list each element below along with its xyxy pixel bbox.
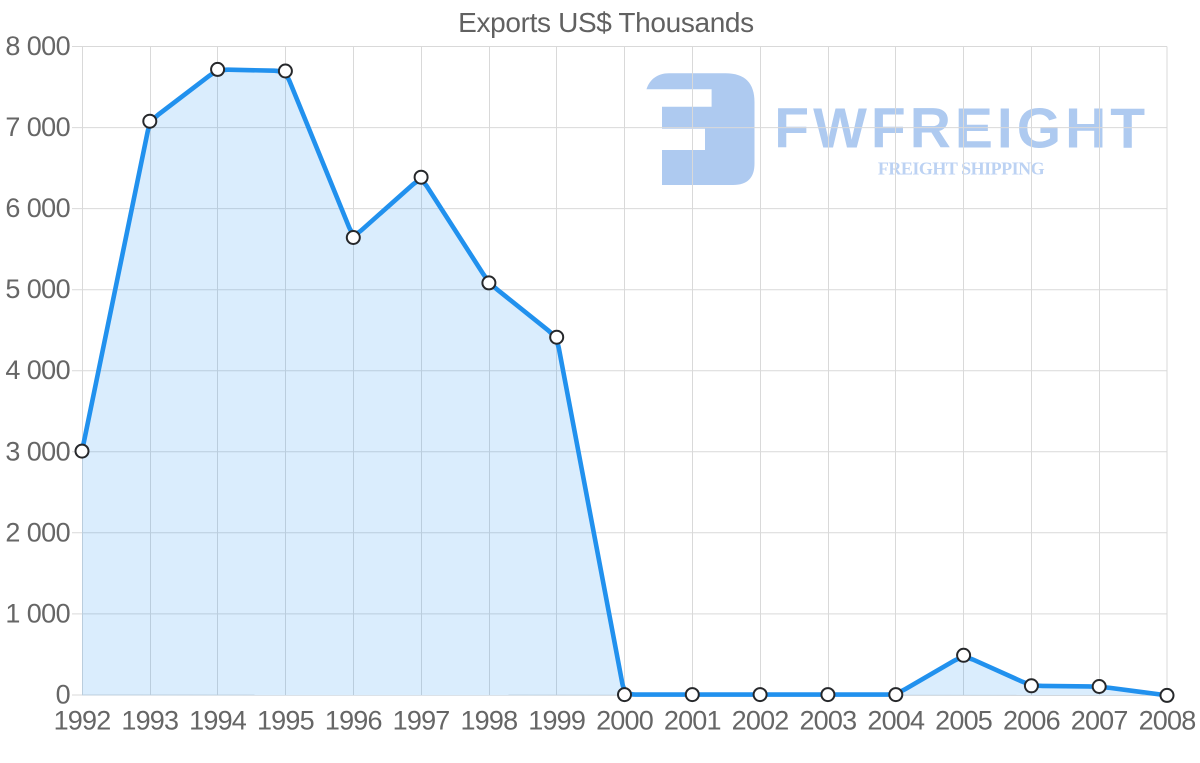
svg-text:2005: 2005 xyxy=(935,706,992,736)
svg-text:4 000: 4 000 xyxy=(5,355,70,385)
svg-text:2006: 2006 xyxy=(1003,706,1060,736)
svg-text:5 000: 5 000 xyxy=(5,274,70,304)
svg-text:7 000: 7 000 xyxy=(5,112,70,142)
svg-text:1992: 1992 xyxy=(54,706,111,736)
svg-text:2 000: 2 000 xyxy=(5,517,70,547)
svg-text:1993: 1993 xyxy=(121,706,178,736)
svg-text:2001: 2001 xyxy=(664,706,721,736)
svg-text:6 000: 6 000 xyxy=(5,193,70,223)
svg-text:FREIGHT SHIPPING: FREIGHT SHIPPING xyxy=(878,159,1045,179)
svg-text:2008: 2008 xyxy=(1139,706,1196,736)
svg-text:1 000: 1 000 xyxy=(5,598,70,628)
svg-text:2000: 2000 xyxy=(596,706,653,736)
svg-text:2002: 2002 xyxy=(732,706,789,736)
svg-text:1997: 1997 xyxy=(393,706,450,736)
svg-text:1998: 1998 xyxy=(460,706,517,736)
svg-text:1994: 1994 xyxy=(189,706,247,736)
svg-text:FWFREIGHT: FWFREIGHT xyxy=(774,96,1149,160)
svg-text:1995: 1995 xyxy=(257,706,314,736)
svg-text:2007: 2007 xyxy=(1071,706,1128,736)
svg-text:1999: 1999 xyxy=(528,706,585,736)
svg-text:2004: 2004 xyxy=(867,706,925,736)
svg-text:0: 0 xyxy=(56,680,70,710)
svg-text:Exports US$ Thousands: Exports US$ Thousands xyxy=(458,7,754,38)
svg-text:8 000: 8 000 xyxy=(5,31,70,61)
svg-text:2003: 2003 xyxy=(799,706,856,736)
svg-text:1996: 1996 xyxy=(325,706,382,736)
svg-text:3 000: 3 000 xyxy=(5,436,70,466)
